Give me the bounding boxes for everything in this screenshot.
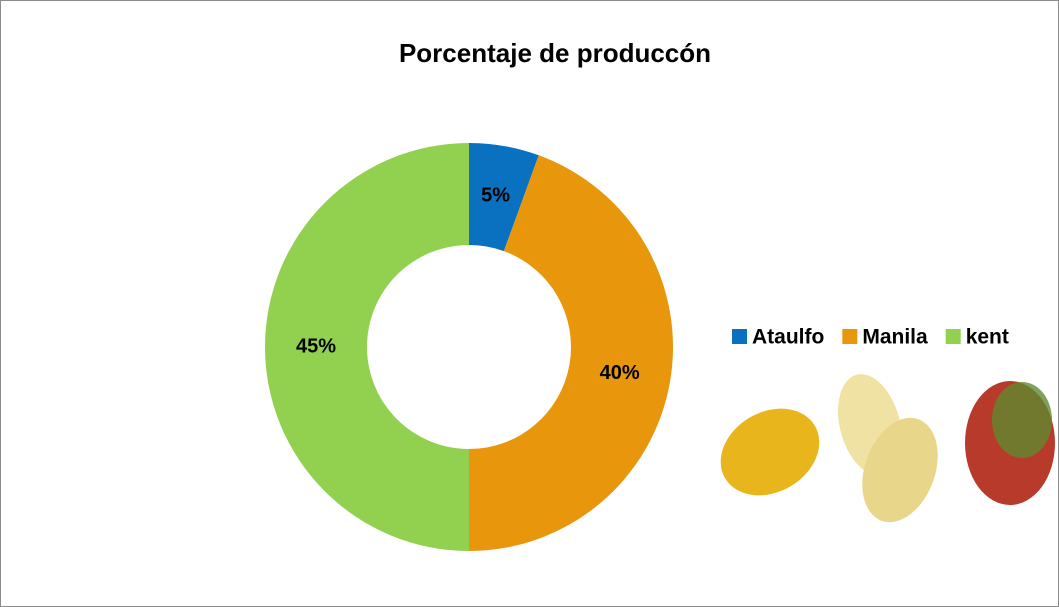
data-label: 45% bbox=[296, 335, 336, 357]
donut-segment bbox=[265, 143, 469, 551]
donut-segment bbox=[469, 143, 539, 252]
legend-label: Ataulfo bbox=[752, 326, 824, 349]
legend-label: kent bbox=[966, 326, 1009, 349]
data-label: 40% bbox=[600, 362, 640, 384]
data-label: 5% bbox=[481, 185, 510, 207]
legend-swatch bbox=[732, 329, 747, 344]
mango-kent-picture bbox=[992, 382, 1052, 458]
legend-swatch bbox=[842, 329, 858, 344]
mango-manila-picture bbox=[862, 417, 938, 523]
legend-label: Manila bbox=[862, 326, 928, 349]
mango-pictures bbox=[720, 374, 1055, 523]
legend-swatch bbox=[945, 329, 961, 344]
donut-segment bbox=[469, 155, 674, 551]
chart-title: Porcentaje de produccón bbox=[399, 38, 711, 68]
mango-ataulfo-picture bbox=[720, 408, 820, 496]
